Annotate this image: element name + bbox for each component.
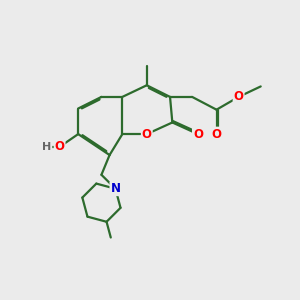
- Text: O: O: [212, 128, 221, 141]
- Text: O: O: [193, 128, 203, 141]
- Text: O: O: [234, 90, 244, 104]
- Text: H: H: [42, 142, 51, 152]
- Text: O: O: [142, 128, 152, 141]
- Text: N: N: [110, 182, 120, 195]
- Text: O: O: [55, 140, 64, 153]
